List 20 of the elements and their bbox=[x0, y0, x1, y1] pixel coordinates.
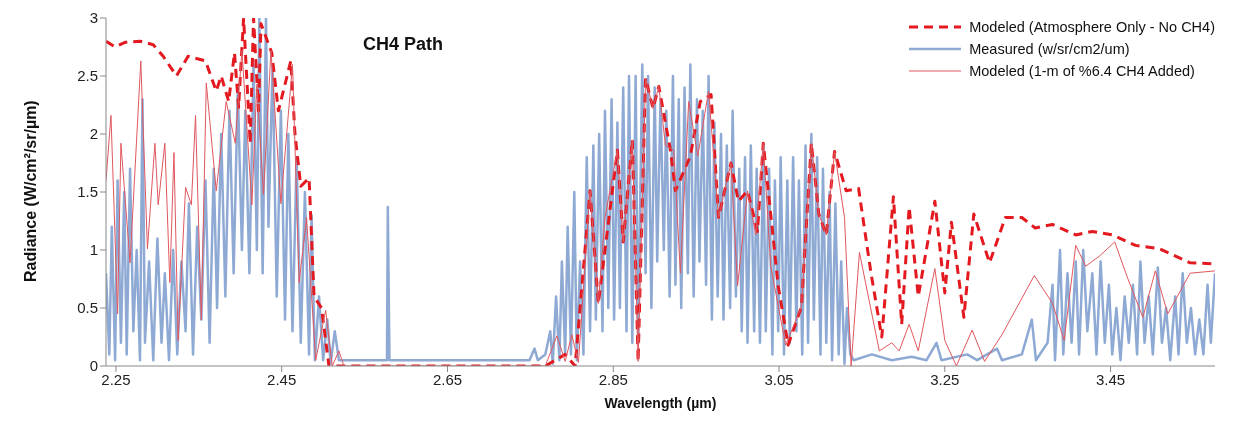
y-tick-label: 3 bbox=[89, 9, 98, 27]
y-tick-label: 2 bbox=[89, 125, 98, 143]
x-tick-label: 2.45 bbox=[267, 370, 297, 388]
text: CH4 Path bbox=[363, 34, 444, 55]
x-tick-label: 2.25 bbox=[101, 370, 131, 388]
y-tick-label: 2.5 bbox=[77, 67, 98, 85]
legend-label: Modeled (1-m of %6.4 CH4 Added) bbox=[969, 63, 1195, 79]
y-tick-label: 0 bbox=[89, 357, 98, 375]
x-axis-title: Wavelength (µm) bbox=[604, 395, 717, 411]
x-tick-label: 3.05 bbox=[764, 370, 794, 388]
y-tick-label: 1 bbox=[89, 241, 98, 259]
legend-label: Modeled (Atmosphere Only - No CH4) bbox=[969, 19, 1215, 35]
x-tick-label: 3.45 bbox=[1095, 370, 1126, 388]
y-axis-title: Radiance (W/cm²/sr/µm) bbox=[21, 100, 39, 282]
x-tick-label: 2.85 bbox=[598, 370, 628, 388]
x-tick-label: 2.65 bbox=[432, 370, 463, 388]
legend-label: Measured (w/sr/cm2/um) bbox=[969, 41, 1130, 57]
y-tick-label: 0.5 bbox=[77, 299, 98, 317]
y-tick-label: 1.5 bbox=[77, 183, 98, 201]
x-tick-label: 3.25 bbox=[930, 370, 960, 388]
